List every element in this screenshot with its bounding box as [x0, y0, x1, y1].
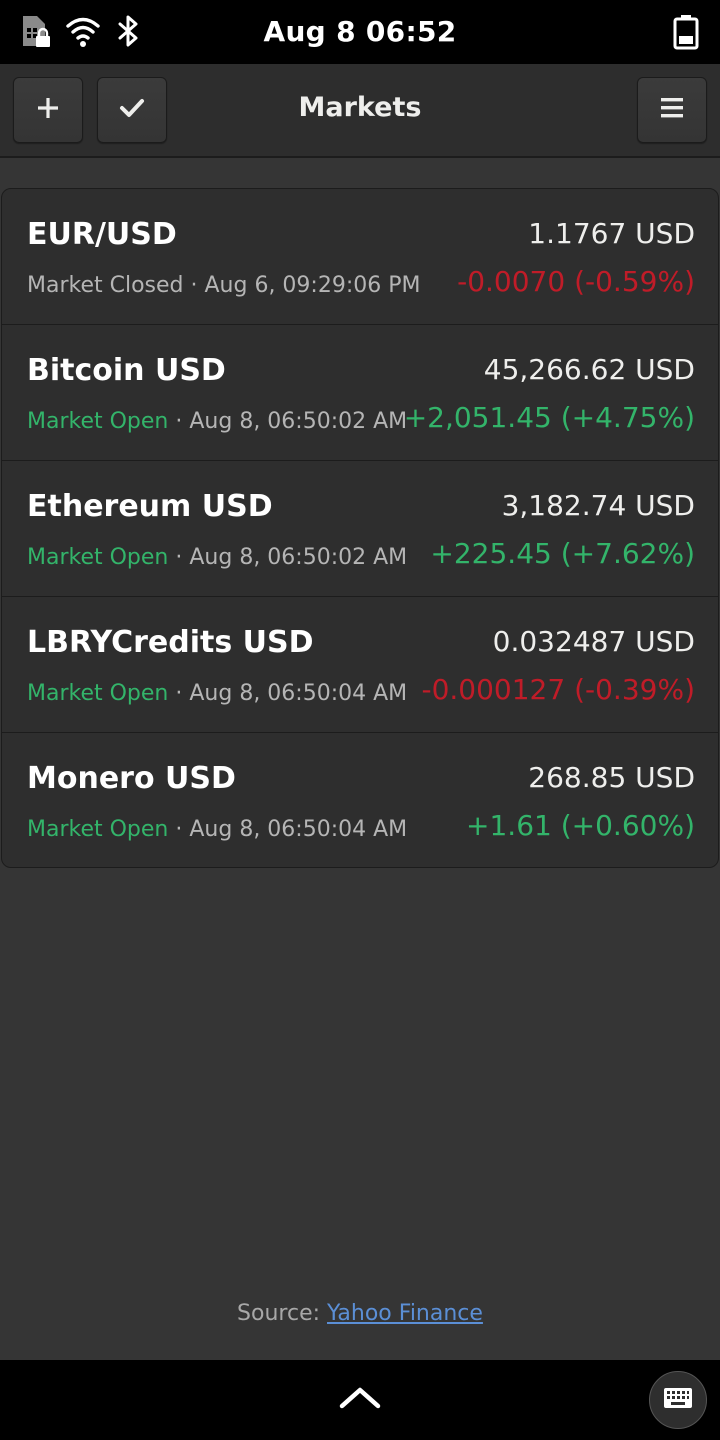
add-icon	[36, 96, 60, 124]
bluetooth-icon	[116, 14, 142, 54]
status-bar: Aug 8 06:52	[0, 0, 720, 64]
market-price: 1.1767 USD	[528, 217, 695, 250]
bottom-bar	[0, 1360, 720, 1440]
add-button[interactable]	[13, 77, 83, 143]
market-price: 0.032487 USD	[492, 625, 695, 658]
market-timestamp: · Aug 8, 06:50:02 AM	[168, 409, 408, 434]
source-attribution: Source: Yahoo Finance	[0, 1301, 720, 1326]
market-state: Market Open	[27, 545, 169, 570]
select-mode-button[interactable]	[97, 77, 167, 143]
market-row[interactable]: LBRYCredits USD Market Open · Aug 8, 06:…	[2, 597, 718, 733]
check-icon	[119, 96, 145, 124]
source-link[interactable]: Yahoo Finance	[327, 1301, 483, 1326]
market-status: Market Closed · Aug 6, 09:29:06 PM	[27, 273, 420, 298]
market-timestamp: · Aug 8, 06:50:04 AM	[168, 681, 408, 706]
market-name: Ethereum USD	[27, 489, 273, 524]
market-name: Bitcoin USD	[27, 353, 226, 388]
status-clock: Aug 8 06:52	[263, 15, 457, 48]
header-bar: Markets	[0, 64, 720, 158]
market-row[interactable]: Bitcoin USD Market Open · Aug 8, 06:50:0…	[2, 325, 718, 461]
battery-icon	[672, 14, 700, 54]
market-change: +2,051.45 (+4.75%)	[403, 401, 695, 434]
market-name: LBRYCredits USD	[27, 625, 314, 660]
market-row[interactable]: Ethereum USD Market Open · Aug 8, 06:50:…	[2, 461, 718, 597]
market-status: Market Open · Aug 8, 06:50:02 AM	[27, 409, 407, 434]
market-change: -0.000127 (-0.39%)	[421, 673, 695, 706]
keyboard-toggle-button[interactable]	[649, 1371, 707, 1429]
market-status: Market Open · Aug 8, 06:50:04 AM	[27, 681, 407, 706]
market-timestamp: · Aug 8, 06:50:04 AM	[168, 817, 408, 842]
market-change: +225.45 (+7.62%)	[430, 537, 695, 570]
market-status: Market Open · Aug 8, 06:50:02 AM	[27, 545, 407, 570]
market-state: Market Open	[27, 681, 169, 706]
market-status: Market Open · Aug 8, 06:50:04 AM	[27, 817, 407, 842]
source-label: Source:	[237, 1301, 328, 1326]
market-price: 3,182.74 USD	[501, 489, 695, 522]
market-timestamp: · Aug 6, 09:29:06 PM	[183, 273, 421, 298]
market-state: Market Closed	[27, 273, 184, 298]
market-change: +1.61 (+0.60%)	[466, 809, 695, 842]
main-menu-button[interactable]	[637, 77, 707, 143]
market-change: -0.0070 (-0.59%)	[457, 265, 695, 298]
wifi-icon	[66, 14, 100, 54]
market-price: 45,266.62 USD	[483, 353, 695, 386]
keyboard-icon	[663, 1386, 693, 1414]
sim-card-locked-icon	[20, 14, 54, 54]
market-timestamp: · Aug 8, 06:50:02 AM	[168, 545, 408, 570]
markets-list: EUR/USD Market Closed · Aug 6, 09:29:06 …	[1, 188, 719, 868]
market-state: Market Open	[27, 409, 169, 434]
chevron-up-icon[interactable]	[336, 1382, 384, 1416]
menu-icon	[660, 97, 684, 123]
market-price: 268.85 USD	[528, 761, 695, 794]
page-title: Markets	[298, 92, 422, 123]
market-name: EUR/USD	[27, 217, 177, 252]
market-row[interactable]: Monero USD Market Open · Aug 8, 06:50:04…	[2, 733, 718, 867]
market-state: Market Open	[27, 817, 169, 842]
market-row[interactable]: EUR/USD Market Closed · Aug 6, 09:29:06 …	[2, 189, 718, 325]
market-name: Monero USD	[27, 761, 236, 796]
